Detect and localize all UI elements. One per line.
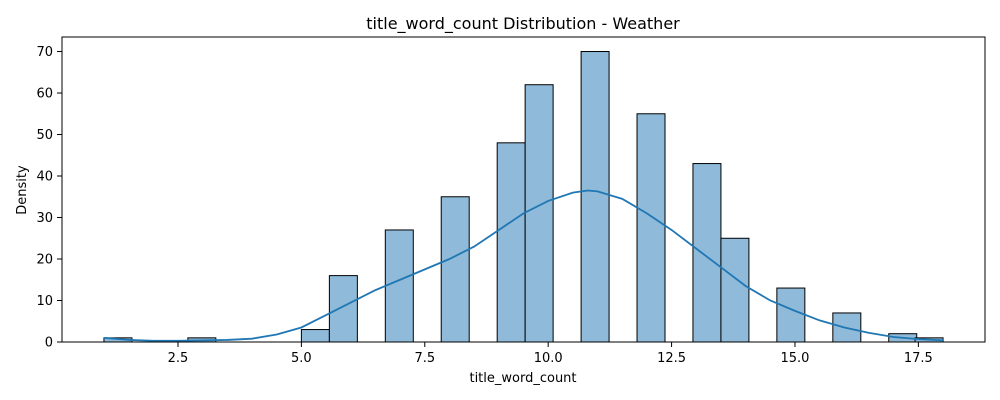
y-tick-label: 30 <box>36 211 53 226</box>
y-tick-label: 0 <box>45 336 53 351</box>
histogram-bar-7 <box>524 84 554 343</box>
y-tick-label: 60 <box>36 87 53 102</box>
y-tick-label: 10 <box>36 294 53 309</box>
x-tick-label: 2.5 <box>168 351 189 366</box>
histogram-bar-2 <box>300 329 330 343</box>
x-tick-label: 17.5 <box>904 351 933 366</box>
x-tick-label: 12.5 <box>657 351 686 366</box>
histogram-bar-9 <box>636 113 666 343</box>
x-tick-label: 10.0 <box>534 351 563 366</box>
y-axis-label: Density <box>15 165 30 215</box>
x-axis-label: title_word_count <box>469 371 576 386</box>
histogram-bar-10 <box>692 163 722 343</box>
chart-title: title_word_count Distribution - Weather <box>366 14 680 34</box>
histogram-bar-3 <box>328 275 358 343</box>
y-tick-label: 70 <box>36 45 53 60</box>
histogram-bar-5 <box>440 196 470 343</box>
kde-curve <box>103 189 944 342</box>
y-tick-label: 50 <box>36 128 53 143</box>
histogram-bar-6 <box>496 142 526 343</box>
plot-area-frame <box>61 36 986 343</box>
x-tick-label: 15.0 <box>780 351 809 366</box>
histogram-bar-12 <box>776 287 806 343</box>
histogram-bar-4 <box>384 229 414 343</box>
histogram-bar-8 <box>580 51 610 343</box>
y-tick-label: 40 <box>36 170 53 185</box>
histogram-bar-11 <box>720 237 750 343</box>
y-tick-label: 20 <box>36 253 53 268</box>
y-axis-ticks: 0 10 20 30 40 50 60 70 <box>36 45 62 351</box>
x-tick-label: 5.0 <box>291 351 312 366</box>
x-tick-label: 7.5 <box>414 351 435 366</box>
x-axis-ticks: 2.5 5.0 7.5 10.0 12.5 15.0 17.5 <box>168 342 933 366</box>
bars-group <box>103 51 944 343</box>
